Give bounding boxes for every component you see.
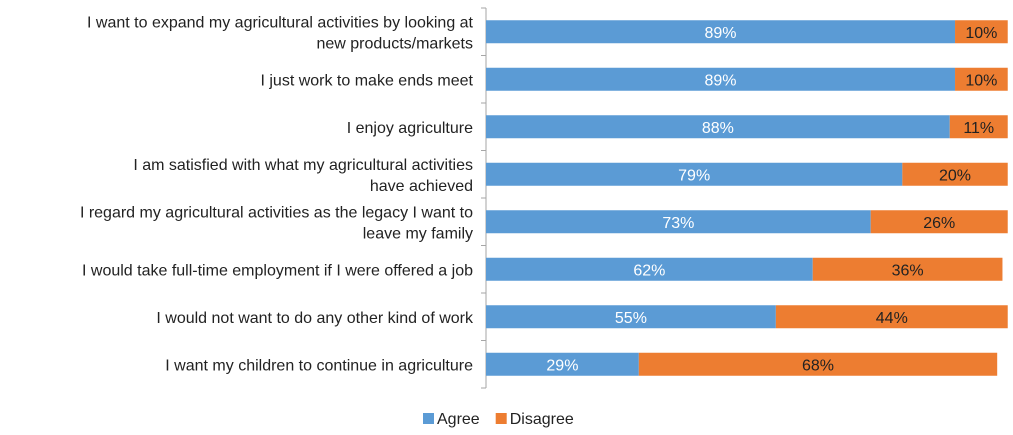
bar-agree: [486, 305, 776, 329]
bar-agree: [486, 67, 956, 91]
category-label: I regard my agricultural activities as t…: [80, 204, 473, 242]
category-label: I would not want to do any other kind of…: [156, 310, 474, 327]
bar-disagree: [638, 352, 998, 376]
bar-agree: [486, 162, 903, 186]
legend-swatch-agree: [423, 413, 434, 424]
category-label: I enjoy agriculture: [347, 120, 473, 137]
data-label-agree: 73%: [662, 215, 694, 232]
bar-agree: [486, 352, 639, 376]
data-label-disagree: 44%: [876, 310, 908, 327]
data-label-disagree: 36%: [892, 262, 924, 279]
category-label: I just work to make ends meet: [260, 72, 473, 89]
bars-layer: 89% 10% 89% 10% 88% 11% 79% 20% 73% 26% 62% 36% 55% 4…: [486, 20, 1008, 376]
category-label: I am satisfied with what my agricultural…: [133, 157, 473, 195]
bar-agree: [486, 210, 871, 234]
bar-disagree: [949, 115, 1008, 139]
data-label-disagree: 10%: [965, 25, 997, 42]
data-label-agree: 89%: [704, 25, 736, 42]
bar-agree: [486, 257, 813, 281]
legend-swatch-disagree: [495, 413, 507, 424]
data-label-agree: 29%: [546, 357, 578, 374]
data-label-disagree: 68%: [802, 357, 834, 374]
data-label-agree: 55%: [615, 310, 647, 327]
category-label: I want to expand my agricultural activit…: [87, 14, 474, 52]
data-label-disagree: 20%: [939, 167, 971, 184]
bar-disagree: [812, 257, 1003, 281]
bar-disagree: [955, 67, 1008, 91]
data-label-disagree: 11%: [963, 120, 994, 137]
bar-agree: [486, 20, 956, 44]
legend-label-disagree: Disagree: [510, 411, 574, 428]
data-label-disagree: 26%: [923, 215, 955, 232]
axis-layer: [481, 7, 487, 389]
bar-disagree: [775, 305, 1008, 329]
category-label: I want my children to continue in agricu…: [165, 357, 473, 374]
bar-disagree: [902, 162, 1008, 186]
data-label-agree: 88%: [702, 120, 734, 137]
data-label-disagree: 10%: [965, 72, 997, 89]
legend: Agree Disagree: [423, 411, 574, 428]
bar-disagree: [870, 210, 1008, 234]
category-label: I would take full-time employment if I w…: [82, 262, 473, 279]
category-labels: I want to expand my agricultural activit…: [80, 14, 474, 374]
data-label-agree: 62%: [633, 262, 665, 279]
data-label-agree: 79%: [678, 167, 710, 184]
legend-label-agree: Agree: [437, 411, 480, 428]
bar-agree: [486, 115, 950, 139]
bar-disagree: [955, 20, 1008, 44]
data-label-agree: 89%: [704, 72, 736, 89]
